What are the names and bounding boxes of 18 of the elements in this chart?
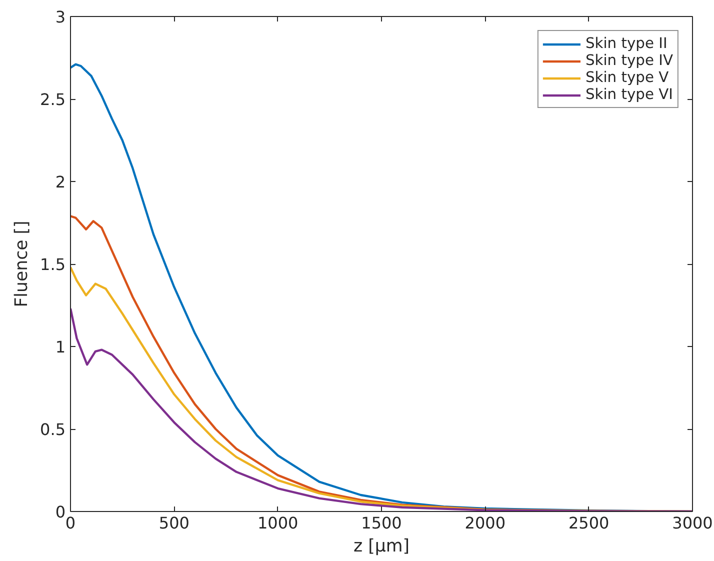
- y-tick-label: 1.5: [40, 255, 66, 274]
- y-tick-label: 0.5: [40, 420, 66, 439]
- y-tick-label: 2: [55, 172, 66, 192]
- legend-label: Skin type V: [585, 69, 669, 86]
- x-tick-label: 2000: [464, 514, 506, 532]
- legend-label: Skin type IV: [585, 52, 673, 69]
- x-tick-label: 1000: [257, 514, 298, 532]
- x-tick-label: 500: [158, 514, 190, 532]
- legend-label: Skin type VI: [585, 86, 673, 103]
- y-axis-title: Fluence []: [12, 220, 32, 308]
- y-tick-label: 1: [55, 338, 66, 356]
- legend-label: Skin type II: [585, 35, 668, 52]
- y-tick-label: 2.5: [40, 90, 66, 109]
- x-tick-label: 1500: [361, 514, 402, 532]
- x-tick-label: 3000: [672, 514, 713, 532]
- y-tick-label: 3: [55, 8, 66, 26]
- x-axis-title: z [μm]: [353, 536, 410, 556]
- x-tick-label: 2500: [568, 514, 610, 532]
